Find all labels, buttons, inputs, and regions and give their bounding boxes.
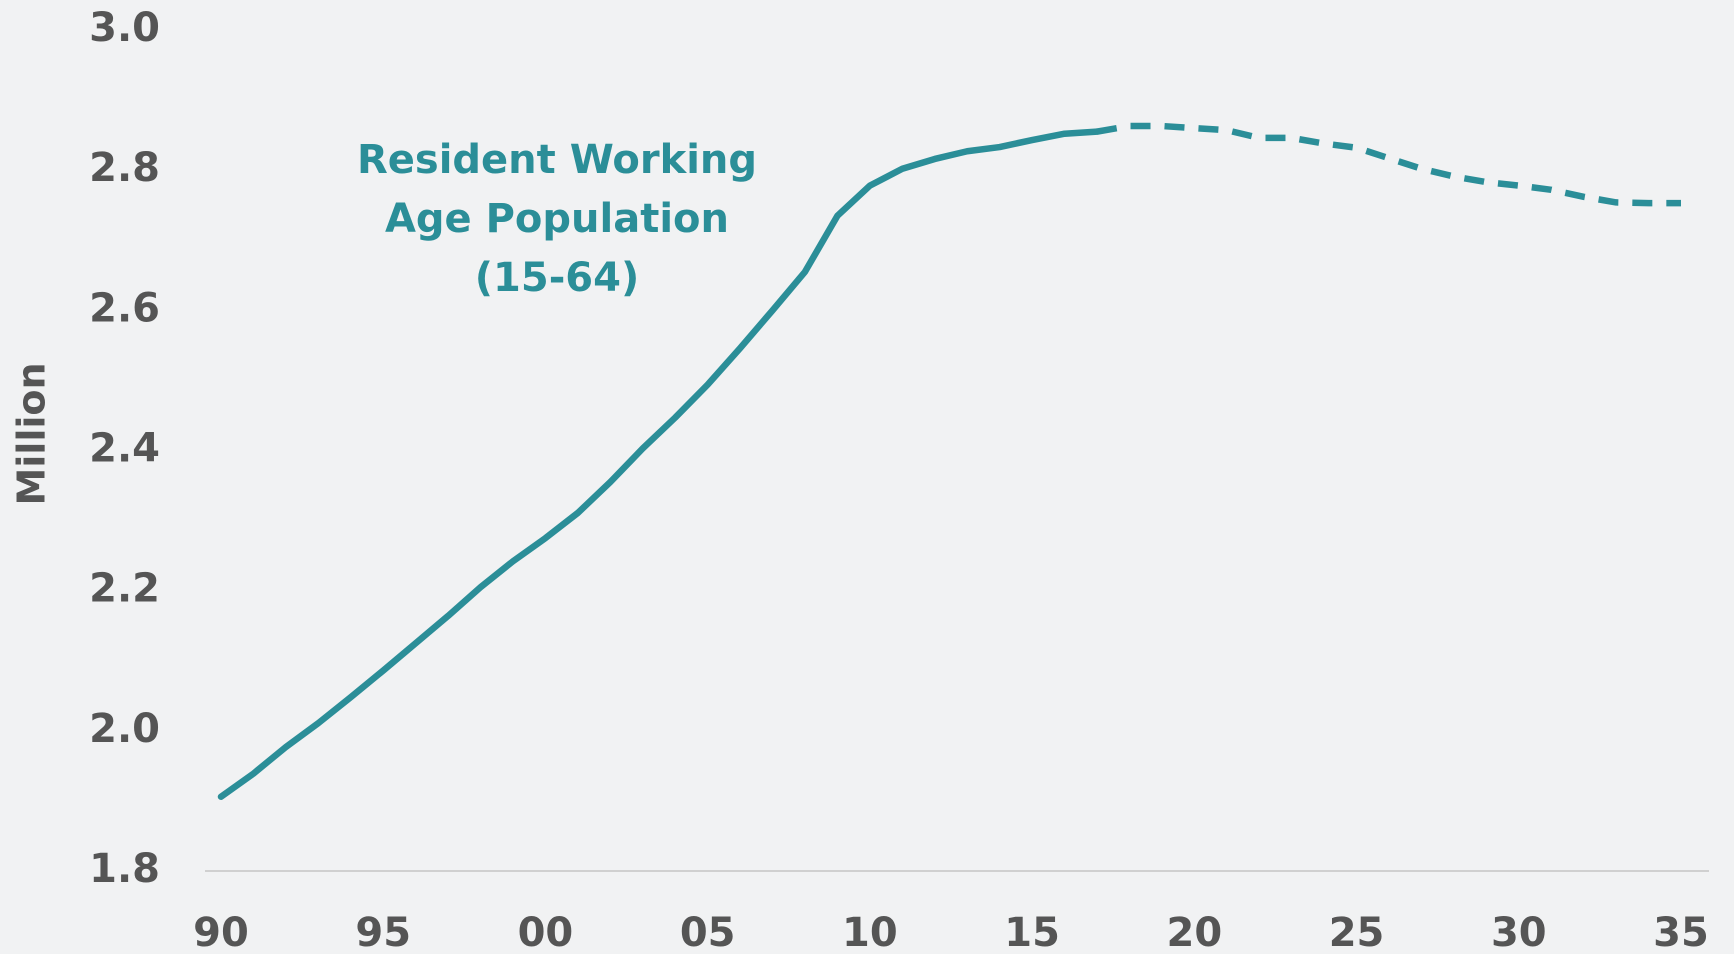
y-tick-label: 2.4 [89, 426, 160, 472]
data-line [217, 128, 1101, 800]
y-tick-label: 3.0 [89, 5, 160, 51]
annotation: Age Population [385, 196, 729, 242]
x-tick-label: 90 [193, 910, 249, 954]
y-tick-label: 2.6 [89, 285, 160, 331]
y-axis-title: Million [10, 362, 54, 505]
y-tick-label: 2.8 [89, 145, 160, 191]
x-tick-label: 20 [1166, 910, 1222, 954]
x-tick-label: 95 [355, 910, 411, 954]
projection-line [1096, 122, 1681, 207]
x-tick-label: 15 [1004, 910, 1060, 954]
x-tick-label: 35 [1653, 910, 1709, 954]
y-tick-label: 2.2 [89, 566, 160, 612]
x-tick-label: 00 [518, 910, 574, 954]
x-tick-label: 10 [842, 910, 898, 954]
y-tick-label: 2.0 [89, 706, 160, 752]
annotation: Resident Working [357, 137, 757, 183]
annotation: (15-64) [475, 255, 640, 301]
y-tick-label: 1.8 [89, 846, 160, 892]
x-tick-label: 25 [1329, 910, 1385, 954]
x-tick-label: 30 [1491, 910, 1547, 954]
x-tick-label: 05 [680, 910, 736, 954]
